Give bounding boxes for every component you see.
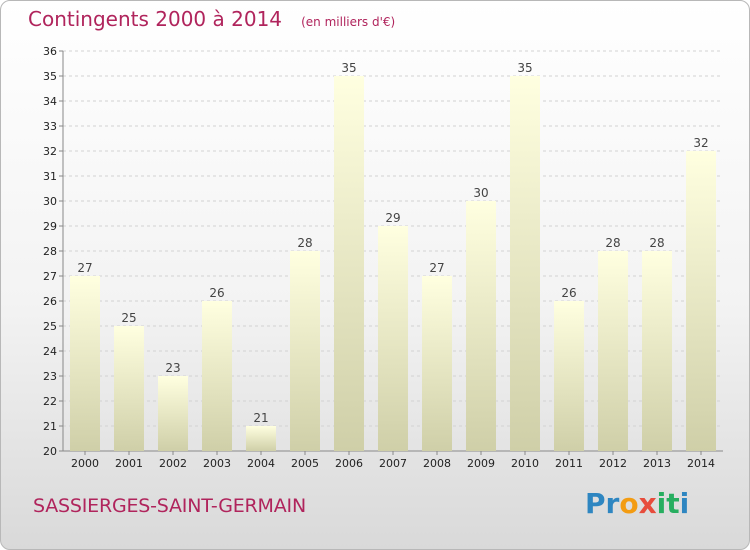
y-tick-label: 32 [43, 145, 57, 158]
bar-value-label: 35 [517, 61, 532, 75]
commune-name: SASSIERGES-SAINT-GERMAIN [33, 495, 306, 517]
y-tick-label: 24 [43, 345, 57, 358]
logo-letter: t [666, 487, 680, 520]
x-tick-label: 2007 [379, 457, 407, 470]
bar-value-label: 28 [297, 236, 312, 250]
y-tick-label: 20 [43, 445, 57, 458]
bar-value-label: 21 [253, 411, 268, 425]
y-tick-label: 25 [43, 320, 57, 333]
y-tick-label: 33 [43, 120, 57, 133]
chart-title: Contingents 2000 à 2014 [28, 7, 283, 31]
x-tick-label: 2001 [115, 457, 143, 470]
y-tick-label: 34 [43, 95, 57, 108]
bar-value-label: 27 [429, 261, 444, 275]
x-tick-label: 2010 [511, 457, 539, 470]
bar [158, 376, 188, 451]
bar [246, 426, 276, 451]
bar-value-label: 28 [605, 236, 620, 250]
y-tick-label: 30 [43, 195, 57, 208]
logo-letter: o [619, 487, 639, 520]
proxiti-logo[interactable]: Proxiti [585, 487, 689, 520]
y-tick-label: 27 [43, 270, 57, 283]
y-tick-label: 22 [43, 395, 57, 408]
y-tick-label: 21 [43, 420, 57, 433]
x-tick-label: 2008 [423, 457, 451, 470]
logo-letter: i [679, 487, 690, 520]
bar [378, 226, 408, 451]
bar [334, 76, 364, 451]
logo-letter: i [656, 487, 667, 520]
bar [554, 301, 584, 451]
bar-value-label: 35 [341, 61, 356, 75]
bar-value-label: 29 [385, 211, 400, 225]
bar-value-label: 32 [693, 136, 708, 150]
chart-title-row: Contingents 2000 à 2014 (en milliers d'€… [28, 7, 395, 31]
bar [114, 326, 144, 451]
x-tick-label: 2009 [467, 457, 495, 470]
x-tick-label: 2012 [599, 457, 627, 470]
labels: 20 21 22 23 24 25 26 27 28 29 30 31 32 33 34 35 36 27 2000… [43, 45, 715, 470]
bar [686, 151, 716, 451]
bar-value-label: 25 [121, 311, 136, 325]
bars [70, 76, 716, 451]
bar-value-label: 30 [473, 186, 488, 200]
x-tick-label: 2003 [203, 457, 231, 470]
chart-subtitle: (en milliers d'€) [301, 15, 396, 29]
bar [290, 251, 320, 451]
bar-value-label: 28 [649, 236, 664, 250]
y-tick-label: 36 [43, 45, 57, 58]
logo-letter: P [585, 487, 606, 520]
x-tick-label: 2005 [291, 457, 319, 470]
bar [510, 76, 540, 451]
x-tick-label: 2011 [555, 457, 583, 470]
x-tick-label: 2004 [247, 457, 275, 470]
logo-letter: r [605, 487, 620, 520]
bar-value-label: 23 [165, 361, 180, 375]
bar [466, 201, 496, 451]
bar [70, 276, 100, 451]
x-tick-label: 2013 [643, 457, 671, 470]
bar [642, 251, 672, 451]
bar-value-label: 26 [209, 286, 224, 300]
x-tick-label: 2006 [335, 457, 363, 470]
bar [202, 301, 232, 451]
y-tick-label: 28 [43, 245, 57, 258]
y-tick-label: 35 [43, 70, 57, 83]
bar-value-label: 27 [77, 261, 92, 275]
y-tick-label: 23 [43, 370, 57, 383]
y-tick-label: 26 [43, 295, 57, 308]
x-tick-label: 2000 [71, 457, 99, 470]
x-tick-label: 2014 [687, 457, 715, 470]
y-tick-label: 31 [43, 170, 57, 183]
bar-value-label: 26 [561, 286, 576, 300]
logo-letter: x [638, 487, 657, 520]
bar [422, 276, 452, 451]
y-tick-label: 29 [43, 220, 57, 233]
x-tick-label: 2002 [159, 457, 187, 470]
bar [598, 251, 628, 451]
